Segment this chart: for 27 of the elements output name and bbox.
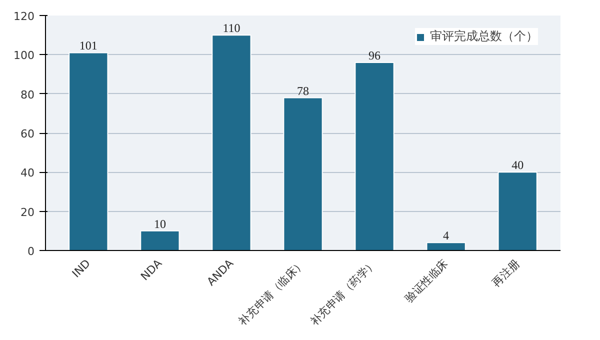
data-label: 78 <box>297 84 309 98</box>
data-label: 110 <box>222 21 240 36</box>
x-tick-label: 补充申请（临床） <box>236 256 308 328</box>
x-tick-label: 验证性临床 <box>402 256 451 305</box>
bar <box>498 172 538 250</box>
y-tick-label: 40 <box>20 166 35 180</box>
bar <box>68 52 108 250</box>
y-tick-label: 80 <box>20 88 35 102</box>
bar <box>283 97 323 250</box>
x-tick-label: 再注册 <box>490 256 522 290</box>
data-label: 10 <box>154 216 166 231</box>
y-tick-label: 100 <box>14 49 35 62</box>
bar <box>354 62 394 250</box>
data-label: 101 <box>79 38 98 53</box>
y-tick-label: 0 <box>28 245 34 258</box>
data-label: 4 <box>443 228 450 243</box>
bar <box>426 242 466 250</box>
y-tick-label: 120 <box>14 10 35 23</box>
y-tick-label: 60 <box>20 128 35 140</box>
bar <box>212 34 252 250</box>
x-tick-label: IND <box>70 256 94 280</box>
y-tick-label: 20 <box>20 206 35 219</box>
data-label: 40 <box>512 158 524 172</box>
bar <box>140 230 180 250</box>
legend-label: 审评完成总数（个） <box>430 28 538 45</box>
x-tick-label: 补充申请（药学） <box>308 256 380 328</box>
data-label: 96 <box>368 48 381 62</box>
